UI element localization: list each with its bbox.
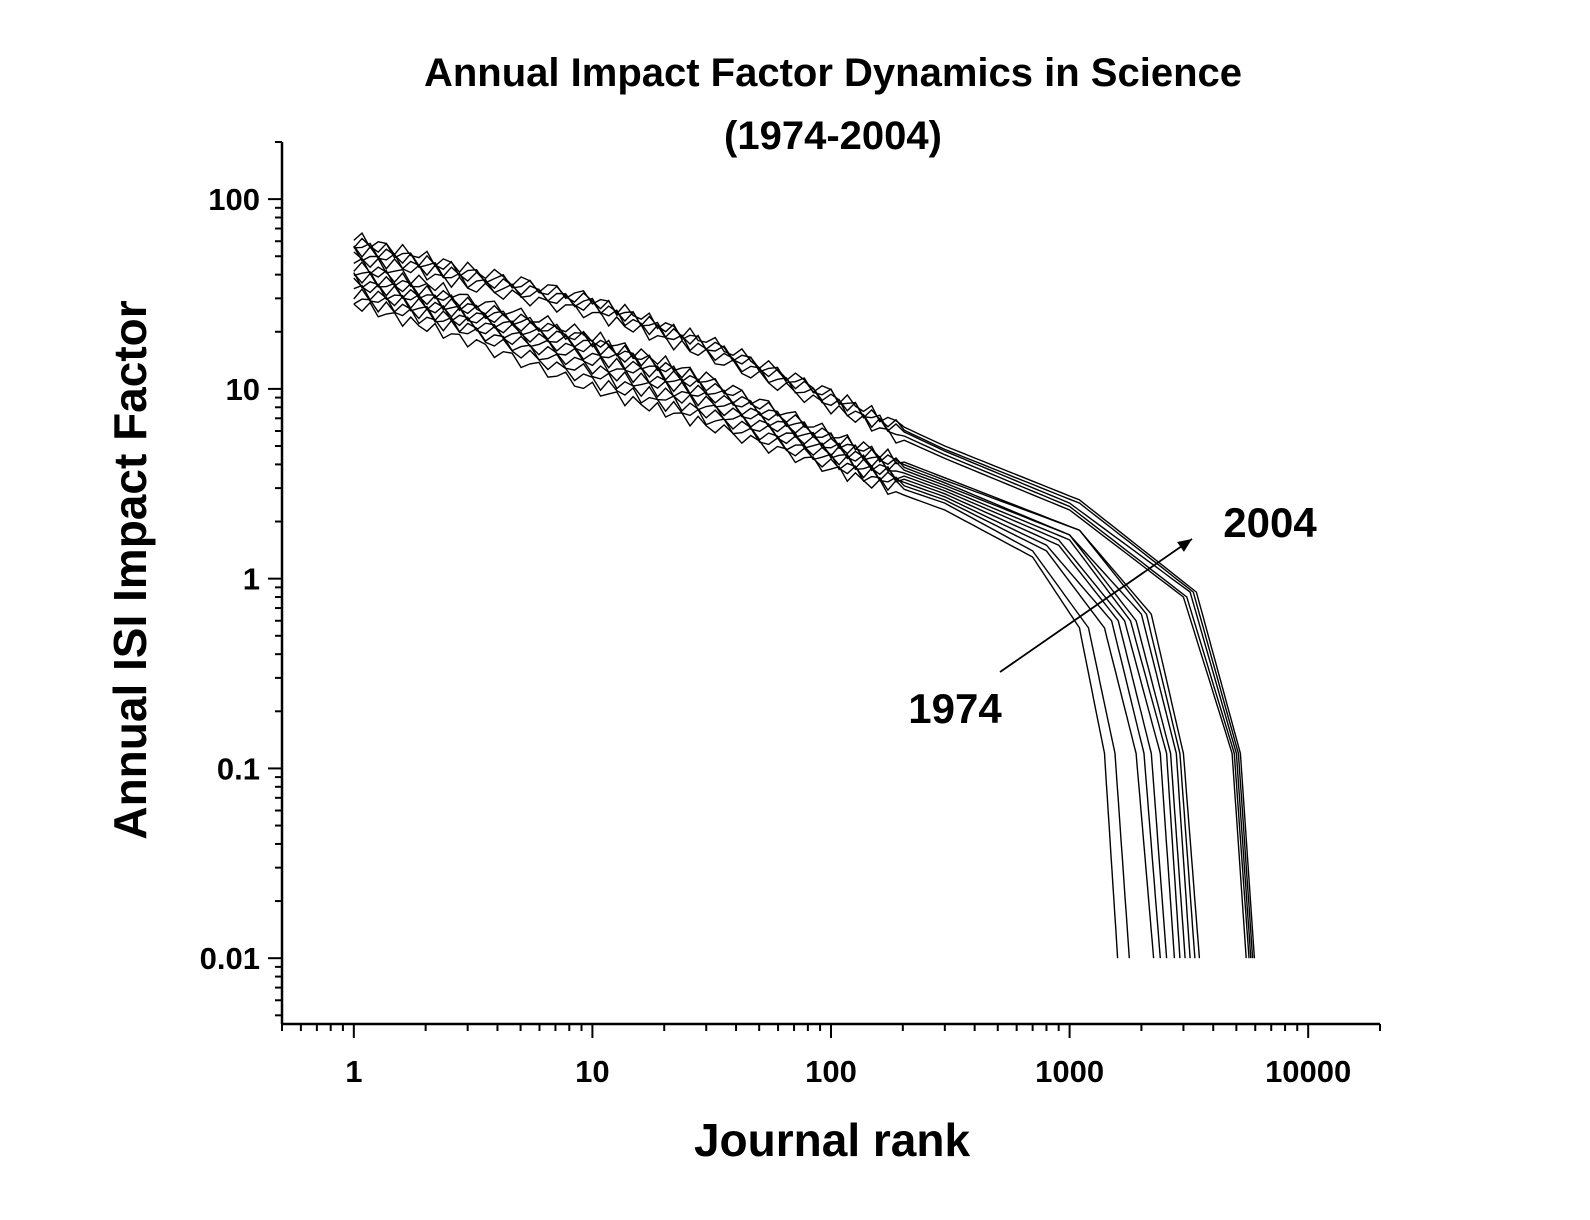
annotation-2004: 2004 (1223, 499, 1317, 546)
series-line (353, 272, 1181, 959)
y-tick-label: 10 (226, 372, 260, 407)
x-tick-label: 1000 (1035, 1054, 1104, 1089)
y-tick-label: 0.1 (217, 751, 260, 786)
series-line (353, 277, 1168, 959)
x-axis-label: Journal rank (694, 1114, 971, 1166)
series-line (353, 288, 1155, 959)
annotation-arrowhead (1177, 539, 1192, 552)
series-line (353, 272, 1176, 959)
data-curves (353, 231, 1256, 959)
series-line (353, 261, 1191, 959)
x-axis-ticks: 1 10 100 1000 10000 (281, 1024, 1381, 1089)
series-line (353, 271, 1186, 959)
y-axis-label: Annual ISI Impact Factor (104, 300, 156, 839)
series-line (353, 242, 1252, 959)
y-tick-label: 1 (243, 562, 260, 597)
series-line (353, 301, 1119, 959)
x-tick-label: 100 (805, 1054, 857, 1089)
series-line (353, 298, 1130, 959)
series-line (353, 257, 1196, 959)
series-line (353, 237, 1254, 959)
series-line (353, 246, 1247, 959)
chart-title: Annual Impact Factor Dynamics in Science (424, 51, 1242, 95)
chart-subtitle: (1974-2004) (724, 114, 942, 158)
series-line (353, 245, 1250, 959)
y-axis-ticks: 0.01 0.1 1 10 100 (200, 141, 282, 1017)
annotation-arrow (999, 538, 1193, 673)
x-tick-label: 10000 (1265, 1054, 1351, 1089)
series-line (353, 231, 1256, 959)
x-tick-label: 1 (345, 1054, 362, 1089)
y-tick-label: 0.01 (200, 941, 260, 976)
series-line (353, 284, 1161, 959)
series-line (353, 251, 1201, 959)
x-tick-label: 10 (575, 1054, 609, 1089)
annotation-1974: 1974 (908, 685, 1002, 732)
y-tick-label: 100 (208, 182, 260, 217)
